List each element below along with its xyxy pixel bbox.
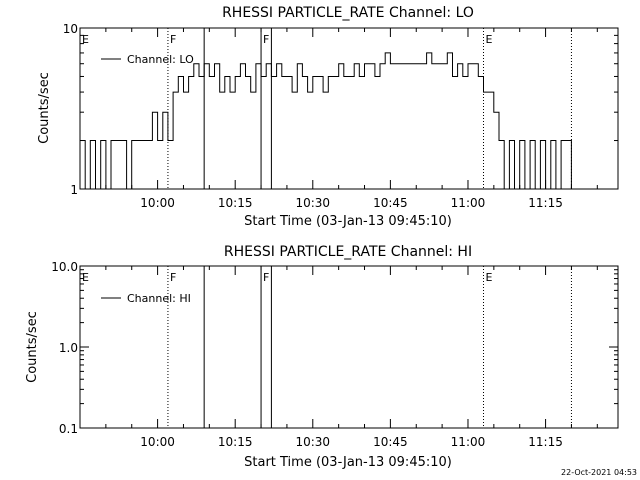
event-marker-label-hi-0: E <box>82 271 89 284</box>
generation-timestamp: 22-Oct-2021 04:53 <box>561 468 637 477</box>
y-tick-label-hi-0: 0.1 <box>59 422 78 436</box>
x-tick-label-hi-4: 11:00 <box>451 435 486 449</box>
y-axis-label-lo: Counts/sec <box>37 72 52 144</box>
chart-title-lo: RHESSI PARTICLE_RATE Channel: LO <box>222 5 474 21</box>
x-tick-label-hi-2: 10:30 <box>295 435 330 449</box>
x-axis-label-lo: Start Time (03-Jan-13 09:45:10) <box>244 214 452 229</box>
y-tick-label-lo-1: 10 <box>63 22 78 36</box>
legend-lo: Channel: LO <box>101 53 194 66</box>
event-marker-label-hi-3: F <box>263 271 269 284</box>
y-axis-lo: 1 10 <box>63 22 618 197</box>
x-axis-label-hi: Start Time (03-Jan-13 09:45:10) <box>244 455 452 470</box>
x-tick-label-lo-5: 11:15 <box>528 196 563 210</box>
x-tick-label-hi-0: 10:00 <box>140 435 175 449</box>
legend-label-lo: Channel: LO <box>127 53 194 66</box>
chart-title-hi: RHESSI PARTICLE_RATE Channel: HI <box>224 244 472 260</box>
x-tick-label-hi-1: 10:15 <box>218 435 253 449</box>
x-tick-label-lo-4: 11:00 <box>451 196 486 210</box>
legend-label-hi: Channel: HI <box>127 292 191 305</box>
plot-frame-hi <box>79 265 619 429</box>
event-marker-label-hi-5: E <box>486 271 493 284</box>
event-marker-label-lo-5: E <box>486 33 493 46</box>
legend-hi: Channel: HI <box>101 292 191 305</box>
event-marker-label-lo-1: F <box>170 33 176 46</box>
y-tick-label-lo-0: 1 <box>70 183 78 197</box>
y-tick-label-hi-1: 1.0 <box>59 341 78 355</box>
y-axis-hi: 0.1 1.0 10.0 <box>51 260 618 436</box>
series-lo <box>80 52 577 189</box>
series-line-lo-0 <box>80 52 577 189</box>
x-tick-label-lo-0: 10:00 <box>140 196 175 210</box>
x-tick-label-lo-1: 10:15 <box>218 196 253 210</box>
event-marker-label-lo-3: F <box>263 33 269 46</box>
x-tick-label-hi-3: 10:45 <box>373 435 408 449</box>
x-axis-lo: 10:00 10:15 10:30 10:45 11:00 11:15 <box>79 28 598 210</box>
x-tick-label-hi-5: 11:15 <box>528 435 563 449</box>
x-tick-label-lo-3: 10:45 <box>373 196 408 210</box>
y-axis-label-hi: Counts/sec <box>25 311 40 383</box>
event-marker-label-lo-0: E <box>82 33 89 46</box>
x-axis-hi: 10:00 10:15 10:30 10:45 11:00 11:15 <box>79 266 598 449</box>
panel-lo: RHESSI PARTICLE_RATE Channel: LO 1 10 10:… <box>37 5 619 229</box>
x-tick-label-lo-2: 10:30 <box>295 196 330 210</box>
y-tick-label-hi-2: 10.0 <box>51 260 78 274</box>
plot-frame-lo <box>79 27 619 190</box>
panel-hi: RHESSI PARTICLE_RATE Channel: HI 0.11.01… <box>25 244 619 470</box>
event-marker-label-hi-1: F <box>170 271 176 284</box>
